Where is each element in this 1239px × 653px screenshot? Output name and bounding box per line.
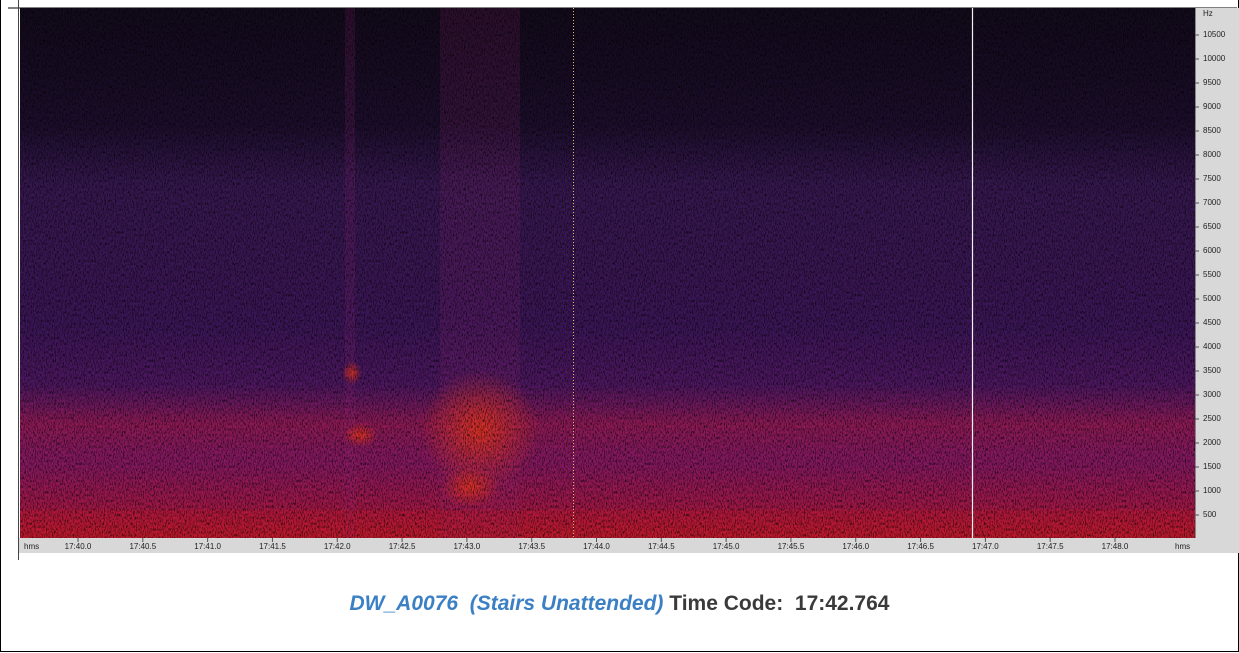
y-tick-label: 5000: [1203, 294, 1221, 303]
x-tick-label: 17:43.5: [518, 542, 545, 551]
y-axis-unit: Hz: [1203, 9, 1213, 18]
y-tick-label: 2000: [1203, 438, 1221, 447]
x-tick-label: 17:48.0: [1102, 542, 1129, 551]
x-tick-label: 17:44.5: [648, 542, 675, 551]
x-tick-label: 17:45.0: [713, 542, 740, 551]
x-tick-label: 17:44.0: [583, 542, 610, 551]
y-tick-label: 1000: [1203, 486, 1221, 495]
y-tick-label: 7500: [1203, 174, 1221, 183]
time-code-label: Time Code:: [669, 592, 784, 615]
y-tick-label: 3500: [1203, 366, 1221, 375]
y-tick-label: 10500: [1203, 30, 1226, 39]
y-tick-label: 6000: [1203, 246, 1221, 255]
x-axis-bar: [19, 538, 1239, 553]
file-name: DW_A0076 (Stairs Unattended): [349, 592, 664, 615]
y-tick-label: 5500: [1203, 270, 1221, 279]
y-tick-label: 4500: [1203, 318, 1221, 327]
y-tick-label: 8500: [1203, 126, 1221, 135]
y-tick-label: 1500: [1203, 462, 1221, 471]
x-tick-label: 17:40.0: [65, 542, 92, 551]
spectrogram-image: [20, 8, 1195, 538]
x-tick-label: 17:40.5: [129, 542, 156, 551]
x-tick-label: 17:46.0: [842, 542, 869, 551]
y-axis-bar: [1195, 8, 1239, 538]
spectrogram-view: Hz hms hms 10500 10000 9500 9000 8500 8000 750…: [8, 0, 1239, 560]
x-tick-label: 17:47.5: [1037, 542, 1064, 551]
x-axis-unit-left: hms: [24, 542, 39, 551]
x-tick-label: 17:42.5: [389, 542, 416, 551]
y-tick-label: 2500: [1203, 414, 1221, 423]
y-tick-label: 500: [1203, 510, 1217, 519]
x-axis-unit-right: hms: [1175, 542, 1190, 551]
x-tick-label: 17:45.5: [778, 542, 805, 551]
y-tick-label: 7000: [1203, 198, 1221, 207]
time-code: 17:42.764: [794, 592, 890, 615]
y-tick-label: 10000: [1203, 54, 1226, 63]
y-tick-label: 9500: [1203, 78, 1221, 87]
caption: DW_A0076 (Stairs Unattended) Time Code: …: [0, 592, 1239, 616]
x-tick-label: 17:47.0: [972, 542, 999, 551]
x-tick-label: 17:46.5: [907, 542, 934, 551]
y-tick-label: 9000: [1203, 102, 1221, 111]
y-tick-label: 4000: [1203, 342, 1221, 351]
x-tick-label: 17:41.5: [259, 542, 286, 551]
x-tick-label: 17:42.0: [324, 542, 351, 551]
y-tick-label: 3000: [1203, 390, 1221, 399]
x-tick-label: 17:43.0: [454, 542, 481, 551]
y-tick-label: 8000: [1203, 150, 1221, 159]
y-tick-label: 6500: [1203, 222, 1221, 231]
x-tick-label: 17:41.0: [194, 542, 221, 551]
